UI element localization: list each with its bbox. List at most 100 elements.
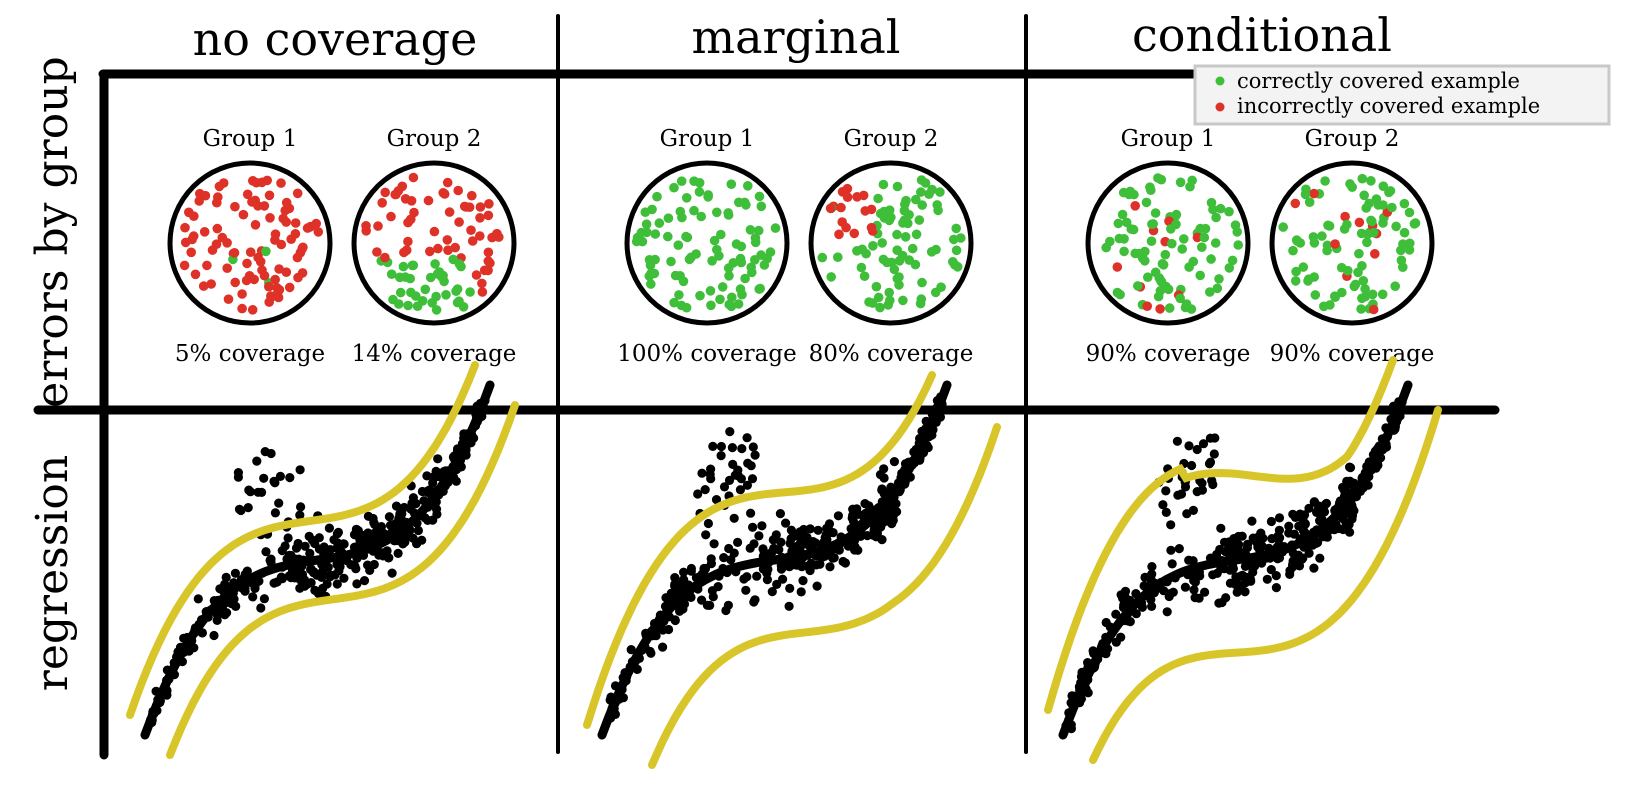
correct-example-dot xyxy=(898,218,908,228)
correct-example-dot xyxy=(932,200,942,210)
correct-example-dot xyxy=(1184,262,1194,272)
incorrect-example-dot xyxy=(292,252,303,263)
correct-example-dot xyxy=(737,289,747,300)
regression-point xyxy=(626,645,636,655)
regression-point xyxy=(422,471,432,481)
regression-point xyxy=(778,574,788,584)
correct-example-dot xyxy=(1309,272,1319,282)
regression-point xyxy=(1314,501,1324,511)
correct-example-dot xyxy=(753,225,764,236)
correct-example-dot xyxy=(677,212,687,223)
regression-point xyxy=(796,537,806,547)
correct-example-dot xyxy=(951,245,962,256)
correct-example-dot xyxy=(1141,197,1152,208)
regression-fit-line xyxy=(140,380,495,740)
regression-point xyxy=(234,504,245,514)
correct-example-dot xyxy=(1161,281,1171,292)
incorrect-example-dot xyxy=(188,231,199,241)
incorrect-example-dot xyxy=(189,211,199,221)
regression-point xyxy=(798,529,809,539)
regression-point xyxy=(822,535,832,545)
correct-example-dot xyxy=(856,262,867,273)
correct-example-dot xyxy=(1357,293,1367,304)
correct-example-dot xyxy=(885,295,895,306)
correct-example-dot xyxy=(1187,175,1197,186)
regression-point xyxy=(272,577,282,587)
regression-point xyxy=(1274,525,1284,535)
correct-example-dot xyxy=(681,302,692,313)
incorrect-example-dot xyxy=(475,213,485,223)
correct-example-dot xyxy=(1304,197,1315,207)
group-1-panel-1: Group 1 5% coverage xyxy=(167,126,333,367)
regression-point xyxy=(352,579,362,589)
incorrect-example-dot xyxy=(302,223,313,233)
regression-point xyxy=(838,556,848,567)
correct-example-dot xyxy=(1125,186,1135,197)
regression-point xyxy=(1262,574,1272,584)
regression-point xyxy=(1184,555,1194,565)
correct-example-dot xyxy=(1384,187,1394,198)
correct-example-dot xyxy=(1291,266,1301,277)
regression-point xyxy=(785,583,795,594)
incorrect-example-dot xyxy=(276,178,286,188)
correct-example-dot xyxy=(911,229,922,240)
correct-example-dot xyxy=(878,179,889,190)
correct-example-dot xyxy=(663,213,674,223)
regression-point xyxy=(1198,439,1209,449)
incorrect-example-dot xyxy=(423,195,434,206)
regression-point xyxy=(1237,531,1247,541)
regression-panel-1 xyxy=(126,361,519,759)
incorrect-example-dot xyxy=(866,204,877,215)
regression-point xyxy=(1207,476,1217,486)
regression-point xyxy=(670,615,680,626)
regression-point xyxy=(733,537,743,548)
incorrect-example-dot xyxy=(247,197,257,207)
correct-example-dot xyxy=(1278,222,1288,232)
correct-example-dot xyxy=(731,239,742,249)
incorrect-example-dot xyxy=(223,294,234,305)
incorrect-example-dot xyxy=(222,263,232,274)
correct-example-dot xyxy=(1357,261,1367,271)
correct-example-dot xyxy=(920,178,931,188)
incorrect-example-dot xyxy=(466,225,476,235)
incorrect-example-dot xyxy=(212,223,223,234)
legend: correctly covered example incorrectly co… xyxy=(1193,64,1611,126)
correct-example-dot xyxy=(770,223,781,233)
correct-example-dot xyxy=(897,250,908,261)
regression-point xyxy=(384,512,394,522)
regression-point xyxy=(324,523,334,533)
regression-point xyxy=(1173,490,1183,500)
regression-point xyxy=(351,564,361,574)
correct-example-dot xyxy=(1195,270,1205,281)
regression-point xyxy=(1285,569,1295,580)
regression-panel-3 xyxy=(1044,356,1442,764)
incorrect-example-dot xyxy=(834,229,844,240)
regression-point xyxy=(274,498,284,508)
incorrect-example-dot xyxy=(270,274,281,285)
incorrect-example-dot xyxy=(399,247,409,258)
correct-example-dot xyxy=(723,210,734,220)
regression-point xyxy=(888,510,899,520)
correct-example-dot xyxy=(1350,279,1361,290)
correct-example-dot xyxy=(1147,219,1157,229)
correct-example-dot xyxy=(394,299,404,309)
group-label: Group 2 xyxy=(1305,126,1400,152)
regression-point xyxy=(318,583,328,594)
regression-point xyxy=(719,553,729,563)
regression-point xyxy=(277,546,287,556)
regression-point xyxy=(270,508,280,518)
regression-point xyxy=(749,539,759,549)
group-label: Group 1 xyxy=(660,126,755,152)
correct-example-dot xyxy=(709,235,720,246)
incorrect-example-dot xyxy=(198,281,209,291)
regression-point xyxy=(257,487,267,497)
correct-example-dot xyxy=(1310,290,1321,300)
correct-example-dot xyxy=(1215,203,1226,214)
incorrect-example-dot xyxy=(483,210,494,221)
incorrect-example-dot xyxy=(245,247,256,257)
regression-point xyxy=(1294,521,1304,531)
incorrect-example-dot xyxy=(255,256,266,267)
correct-example-dot xyxy=(726,179,737,189)
lower-interval-band xyxy=(1089,406,1442,764)
regression-point xyxy=(784,601,794,611)
